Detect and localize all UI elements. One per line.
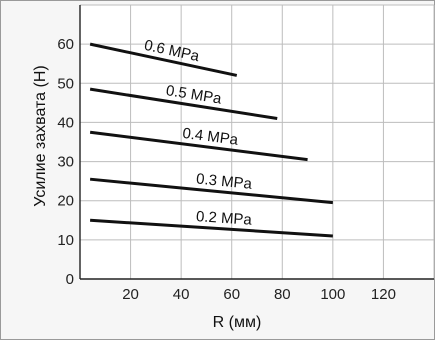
x-tick-label: 40 [173, 286, 190, 303]
tick-labels: 20 40 60 80 100 120 0 10 20 30 40 50 60 [57, 36, 396, 303]
series-line [89, 177, 334, 205]
plot-area [80, 5, 434, 279]
y-tick-label: 50 [57, 75, 74, 92]
series-line [90, 218, 333, 238]
y-tick-label: 40 [57, 114, 74, 131]
x-tick-label: 60 [223, 286, 240, 303]
series-label: 0.4 MPa [181, 125, 239, 149]
series-label: 0.3 MPa [195, 170, 253, 192]
axes [79, 5, 434, 280]
grid [80, 4, 435, 279]
series-line [89, 130, 308, 162]
series-line [89, 42, 238, 77]
y-tick-label: 30 [57, 154, 74, 171]
y-tick-label: 0 [66, 271, 74, 288]
x-tick-label: 120 [371, 286, 396, 303]
x-tick-label: 20 [122, 286, 139, 303]
y-tick-label: 60 [57, 36, 74, 53]
y-tick-label: 10 [57, 232, 74, 249]
series-label: 0.2 MPa [195, 208, 252, 229]
x-axis-label: R (мм) [213, 314, 262, 331]
series-line [89, 87, 278, 120]
x-tick-label: 80 [274, 286, 291, 303]
y-axis-label: Усилие захвата (H) [32, 65, 49, 206]
x-tick-label: 100 [320, 286, 345, 303]
y-tick-label: 20 [57, 193, 74, 210]
